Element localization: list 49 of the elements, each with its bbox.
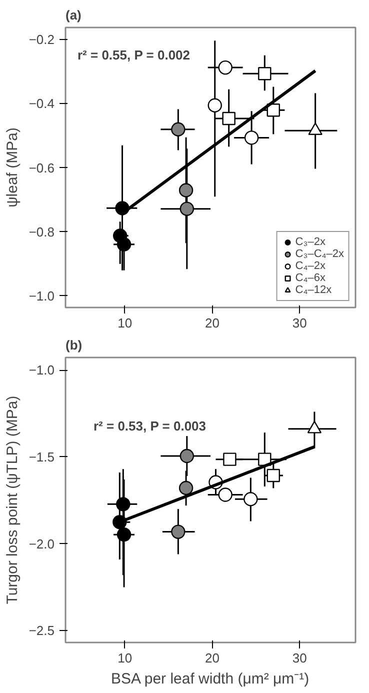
- y-tick-label: −1.5: [28, 449, 55, 464]
- x-tick-label: 10: [118, 650, 132, 666]
- point: [178, 183, 194, 198]
- point: [266, 104, 280, 117]
- point: [171, 122, 186, 136]
- point: [244, 492, 258, 506]
- point: [218, 488, 232, 502]
- point: [208, 98, 222, 112]
- legend-label: C₃–C₄–2x: [295, 248, 344, 260]
- x-tick-label: 30: [292, 650, 307, 666]
- x-tick-label: 20: [205, 316, 220, 330]
- point: [223, 452, 236, 466]
- point: [116, 237, 132, 252]
- y-tick-label: −2.0: [28, 536, 55, 552]
- y-axis-title: ψleaf (MPa): [4, 128, 21, 208]
- chart-title: (b): [66, 338, 82, 352]
- point: [112, 514, 127, 530]
- point: [171, 524, 186, 539]
- y-axis-title: Turgor loss point (ψTLP) (MPa): [4, 396, 21, 604]
- point: [266, 468, 280, 482]
- point: [218, 60, 232, 75]
- point: [222, 112, 236, 126]
- point: [244, 130, 259, 145]
- y-tick-label: −0.4: [28, 96, 55, 112]
- point: [180, 448, 194, 464]
- point: [258, 452, 272, 466]
- point: [115, 201, 130, 216]
- y-tick-label: −0.6: [28, 160, 55, 176]
- x-tick-label: 20: [205, 650, 220, 666]
- annotation: r² = 0.53, P = 0.003: [94, 418, 206, 434]
- chart-title: (a): [66, 8, 82, 22]
- y-tick-label: −1.0: [28, 362, 55, 378]
- legend-label: C₄–2x: [295, 260, 326, 272]
- y-tick-label: −1.0: [28, 288, 55, 304]
- point: [116, 497, 130, 512]
- legend-label: C₄–12x: [295, 284, 332, 296]
- x-axis-title: BSA per leaf width (μm² μm⁻¹): [111, 670, 310, 688]
- point: [178, 480, 194, 496]
- legend-label: C₃–2x: [295, 236, 326, 248]
- x-tick-label: 10: [118, 316, 132, 330]
- point: [180, 202, 194, 216]
- annotation: r² = 0.55, P = 0.002: [78, 48, 190, 62]
- legend-label: C₄–6x: [295, 272, 326, 284]
- point: [258, 67, 272, 80]
- y-tick-label: −0.8: [28, 224, 55, 240]
- x-tick-label: 30: [292, 316, 307, 330]
- point: [116, 527, 132, 542]
- y-tick-label: −2.5: [28, 623, 55, 638]
- y-tick-label: −0.2: [28, 32, 55, 48]
